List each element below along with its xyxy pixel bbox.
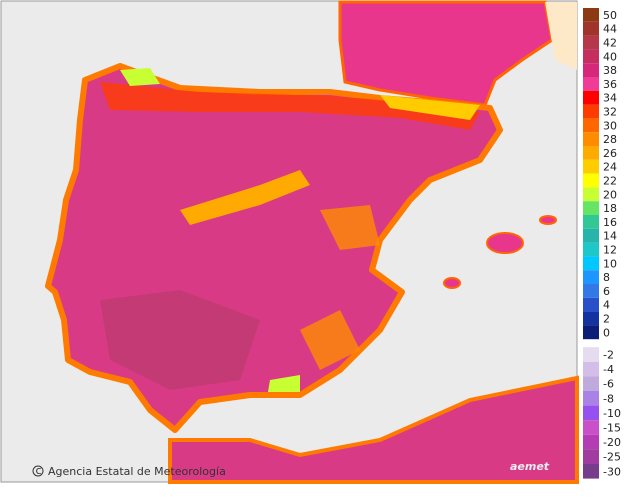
legend-swatch (583, 405, 599, 421)
legend-label: 32 (603, 106, 617, 119)
legend-label: 16 (603, 216, 617, 229)
legend-label: 22 (603, 175, 617, 188)
legend-label: 2 (603, 313, 610, 326)
legend-label: 20 (603, 188, 617, 201)
legend-label: 38 (603, 64, 617, 77)
legend-label: 28 (603, 133, 617, 146)
legend-swatch (583, 173, 599, 188)
legend-label: 18 (603, 202, 617, 215)
legend-swatch (583, 228, 599, 243)
legend-swatch (583, 464, 599, 479)
legend-label: 8 (603, 271, 610, 284)
legend-swatch (583, 391, 599, 406)
legend-label: -15 (603, 422, 621, 435)
legend-swatch (583, 118, 599, 133)
legend-swatch (583, 8, 599, 22)
legend-swatch (583, 201, 599, 215)
legend-swatch (583, 449, 599, 464)
legend-label: 6 (603, 285, 610, 298)
legend: 5044424038363432302826242220181614121086… (583, 8, 621, 479)
legend-swatch (583, 90, 599, 105)
legend-swatch (583, 361, 599, 377)
legend-swatch (583, 159, 599, 174)
logo: aemet (510, 460, 550, 473)
legend-swatch (583, 132, 599, 146)
legend-swatch (583, 256, 599, 271)
credit: c Agencia Estatal de Meteorología (32, 464, 226, 478)
legend-swatch (583, 49, 599, 64)
legend-swatch (583, 347, 599, 362)
legend-swatch (583, 420, 599, 435)
legend-swatch (583, 77, 599, 91)
svg-text:c: c (36, 464, 42, 477)
legend-swatch (583, 376, 599, 391)
legend-label: -10 (603, 407, 621, 420)
legend-swatch (583, 215, 599, 229)
legend-label: 0 (603, 326, 610, 339)
legend-label: -4 (603, 363, 614, 376)
legend-swatch (583, 325, 599, 340)
legend-swatch (583, 187, 599, 202)
legend-label: 44 (603, 23, 617, 36)
legend-swatch (583, 21, 599, 36)
land (45, 0, 579, 484)
legend-swatch (583, 104, 599, 119)
legend-swatch (583, 35, 599, 50)
legend-label: -25 (603, 451, 621, 464)
legend-label: 14 (603, 230, 617, 243)
legend-swatch (583, 63, 599, 77)
legend-swatch (583, 284, 599, 298)
legend-swatch (583, 242, 599, 257)
legend-label: 24 (603, 161, 617, 174)
legend-label: 42 (603, 37, 617, 50)
legend-swatch (583, 270, 599, 284)
legend-label: -30 (603, 465, 621, 478)
legend-label: -8 (603, 392, 614, 405)
legend-label: 36 (603, 78, 617, 91)
legend-label: 50 (603, 9, 617, 22)
legend-swatch (583, 297, 599, 312)
legend-label: 12 (603, 244, 617, 257)
legend-label: 40 (603, 50, 617, 63)
legend-label: 4 (603, 299, 610, 312)
legend-label: 30 (603, 119, 617, 132)
legend-label: -20 (603, 436, 621, 449)
legend-label: -6 (603, 378, 614, 391)
legend-label: -2 (603, 349, 614, 362)
legend-label: 26 (603, 147, 617, 160)
legend-swatch (583, 311, 599, 326)
legend-label: 10 (603, 257, 617, 270)
legend-label: 34 (603, 92, 617, 105)
legend-swatch (583, 434, 599, 450)
legend-swatch (583, 146, 599, 160)
credit-text: Agencia Estatal de Meteorología (48, 465, 226, 478)
